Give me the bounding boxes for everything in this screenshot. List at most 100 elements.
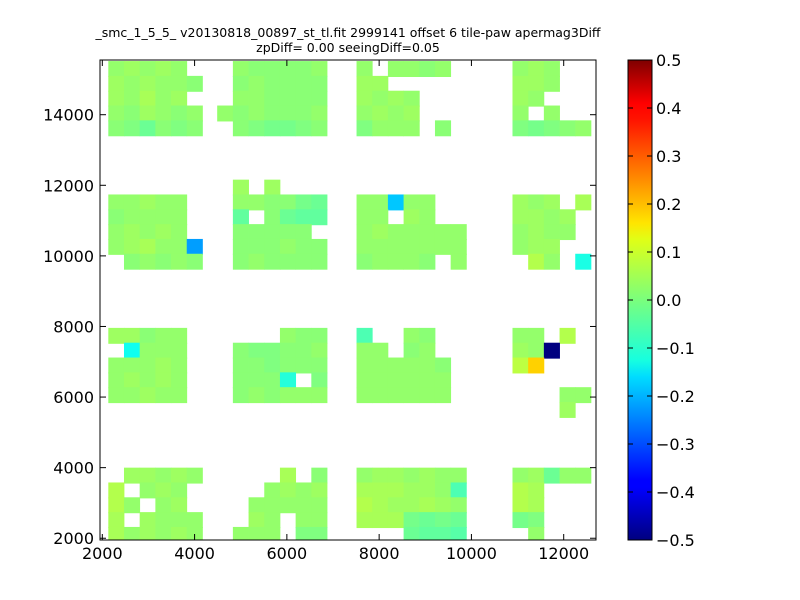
heatmap-cell (403, 194, 420, 211)
heatmap-cell (123, 497, 141, 514)
heatmap-cell (295, 387, 312, 404)
heatmap-cell (419, 238, 436, 255)
heatmap-cell (372, 482, 389, 499)
heatmap-cell (387, 357, 404, 374)
heatmap-cell (512, 194, 529, 211)
heatmap-cell (311, 238, 328, 255)
heatmap-cell (264, 105, 281, 122)
heatmap-cell (139, 90, 156, 107)
heatmap-cell (248, 253, 265, 270)
y-tick-label: 2000 (53, 529, 94, 548)
heatmap-cell (248, 194, 265, 211)
heatmap-cell (295, 75, 312, 92)
heatmap-cell (403, 120, 420, 137)
heatmap-cell (248, 512, 265, 529)
heatmap-cell (279, 120, 297, 137)
heatmap-cell (356, 327, 373, 344)
heatmap-cell (575, 194, 592, 211)
heatmap-cell (248, 120, 265, 137)
heatmap-cell (575, 120, 592, 137)
heatmap-cell (372, 512, 389, 529)
heatmap-cell (248, 526, 265, 541)
heatmap-cell (155, 497, 172, 514)
heatmap-cell (264, 372, 281, 389)
heatmap-cell (155, 209, 172, 226)
heatmap-cell (171, 387, 188, 404)
heatmap-cell (559, 327, 576, 344)
heatmap-cell (123, 467, 141, 484)
heatmap-cell (434, 61, 452, 77)
heatmap-cell (186, 467, 203, 484)
heatmap-cell (295, 209, 312, 226)
heatmap-cell (372, 342, 389, 359)
heatmap-cell (279, 482, 297, 499)
heatmap-cell (279, 194, 297, 211)
colorbar-ticks: 0.5 0.4 0.3 0.2 0.1 0.0 −0.1 −0.2 −0.3 −0.4 −0.5 (628, 51, 695, 550)
heatmap-cell (186, 512, 203, 529)
heatmap-cell (419, 372, 436, 389)
heatmap-cell (543, 224, 560, 241)
heatmap-cell (387, 497, 404, 514)
heatmap-cell (295, 194, 312, 211)
heatmap-cell (356, 238, 373, 255)
heatmap-cell (450, 467, 467, 484)
heatmap-cell (356, 90, 373, 107)
heatmap-cell (108, 209, 125, 226)
heatmap-cell (356, 387, 373, 404)
heatmap-cell (264, 357, 281, 374)
heatmap-cell (356, 120, 373, 137)
colorbar-tick-label: 0.0 (656, 291, 681, 310)
heatmap-cell (528, 512, 545, 529)
heatmap-cell (387, 387, 404, 404)
x-tick-label: 10000 (446, 544, 497, 563)
heatmap-cell (248, 357, 265, 374)
heatmap-cell (264, 179, 281, 196)
heatmap-cell (512, 61, 529, 77)
heatmap-cell (387, 61, 404, 77)
heatmap-cell (403, 482, 420, 499)
heatmap-cell (217, 105, 234, 122)
heatmap-cell (387, 482, 404, 499)
heatmap-cell (356, 512, 373, 529)
heatmap-cell (434, 387, 452, 404)
heatmap-cell (434, 372, 452, 389)
heatmap-cell (512, 238, 529, 255)
heatmap-cell (108, 372, 125, 389)
heatmap-cell (387, 194, 404, 211)
heatmap-cell (279, 253, 297, 270)
heatmap-cell (434, 526, 452, 541)
heatmap-cell (123, 253, 141, 270)
heatmap-cell (279, 224, 297, 241)
colorbar-tick-label: 0.3 (656, 147, 681, 166)
heatmap-cell (123, 372, 141, 389)
heatmap-cell (403, 342, 420, 359)
heatmap-cell (372, 120, 389, 137)
heatmap-cell (311, 194, 328, 211)
heatmap-cell (419, 253, 436, 270)
heatmap-cell (108, 224, 125, 241)
chart-title-line-2: zpDiff= 0.00 seeingDiff=0.05 (256, 40, 440, 55)
heatmap-cell (248, 342, 265, 359)
heatmap-cell (528, 75, 545, 92)
heatmap-cell (528, 209, 545, 226)
heatmap-cells (108, 61, 592, 541)
heatmap-cell (155, 253, 172, 270)
heatmap-cell (403, 512, 420, 529)
heatmap-cell (248, 90, 265, 107)
heatmap-cell (295, 238, 312, 255)
heatmap-cell (403, 105, 420, 122)
heatmap-cell (311, 105, 328, 122)
heatmap-cell (171, 238, 188, 255)
heatmap-cell (559, 467, 576, 484)
heatmap-cell (232, 120, 249, 137)
heatmap-cell (264, 526, 281, 541)
chart-title-line-1: _smc_1_5_5_ v20130818_00897_st_tl.fit 29… (94, 25, 600, 40)
heatmap-cell (512, 75, 529, 92)
heatmap-cell (434, 482, 452, 499)
heatmap-cell (155, 342, 172, 359)
heatmap-cell (403, 61, 420, 77)
heatmap-cell (543, 105, 560, 122)
heatmap-cell (528, 327, 545, 344)
heatmap-cell (419, 526, 436, 541)
